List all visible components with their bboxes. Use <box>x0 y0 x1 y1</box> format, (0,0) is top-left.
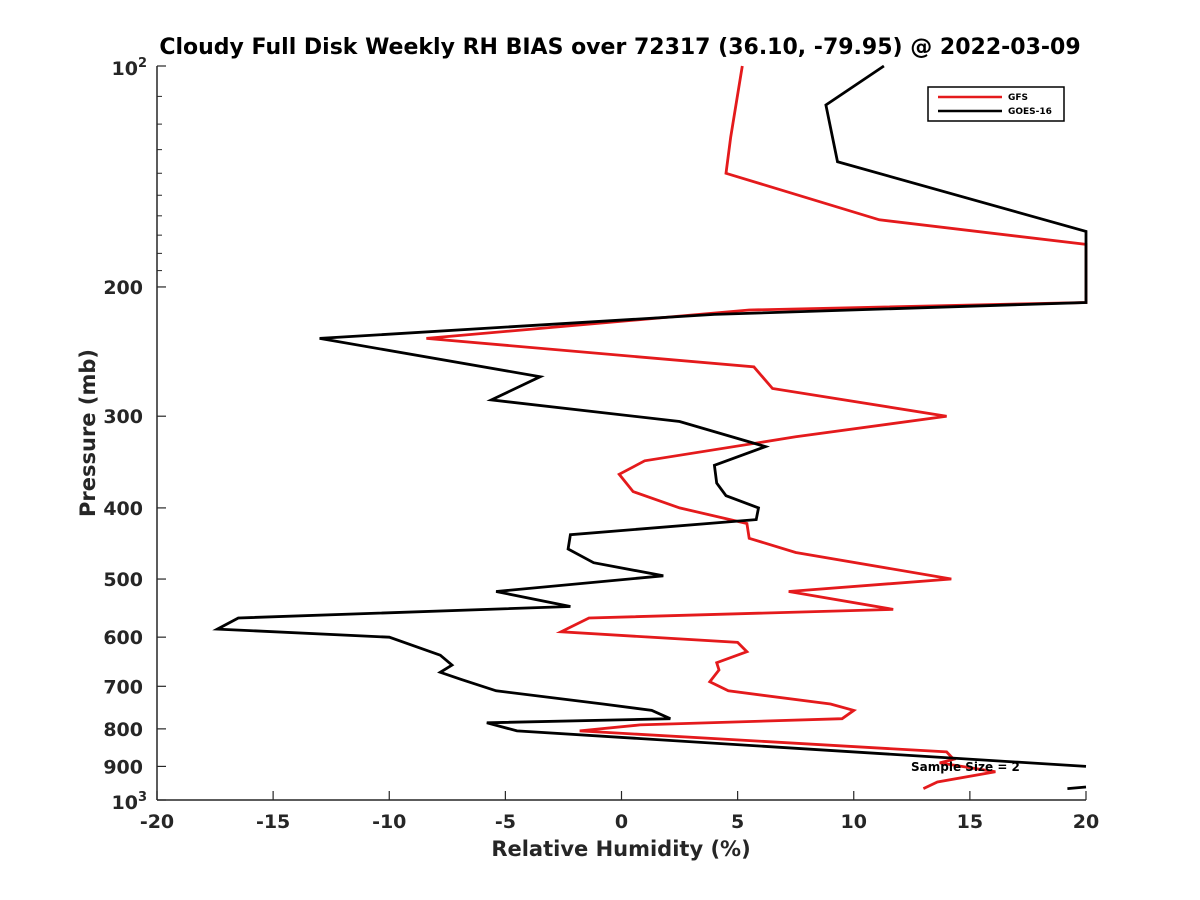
x-tick-label: 5 <box>731 811 744 833</box>
x-tick-label: -15 <box>256 811 290 833</box>
x-tick-label: -20 <box>140 811 174 833</box>
x-axis-title: Relative Humidity (%) <box>491 837 750 861</box>
y-tick-label: 102 <box>112 56 148 80</box>
legend-goes16-label: GOES-16 <box>1008 107 1052 117</box>
series-line-goes-16 <box>212 64 1088 768</box>
y-tick-label: 900 <box>103 756 143 778</box>
axes: -20 -15 -10 -5 0 5 10 15 20 102 200 300 400 500 600 700… <box>103 56 1099 833</box>
y-tick-label: 500 <box>103 569 143 591</box>
y-tick-label: 300 <box>103 406 143 428</box>
series-line-goes-16-tail <box>1067 785 1087 790</box>
legend-box <box>927 86 1065 122</box>
legend-gfs-label: GFS <box>1008 93 1028 103</box>
x-tick-label: 15 <box>957 811 983 833</box>
x-tick-label: 10 <box>841 811 867 833</box>
y-axis-title: Pressure (mb) <box>76 349 100 517</box>
y-tick-label: 800 <box>103 719 143 741</box>
y-tick-label: 200 <box>103 277 143 299</box>
y-tick-label: 700 <box>103 676 143 698</box>
legend: GFS GOES-16 <box>927 86 1065 122</box>
x-tick-label: -10 <box>372 811 406 833</box>
plot-lines <box>212 64 1088 790</box>
chart-title: Cloudy Full Disk Weekly RH BIAS over 723… <box>159 35 1080 60</box>
sample-size-annotation: Sample Size = 2 <box>911 760 1020 774</box>
y-tick-label: 103 <box>112 790 148 814</box>
x-tick-label: 20 <box>1073 811 1099 833</box>
x-tick-label: -5 <box>495 811 516 833</box>
series-line-gfs <box>426 65 1088 790</box>
y-tick-label: 600 <box>103 627 143 649</box>
x-tick-label: 0 <box>615 811 628 833</box>
y-tick-label: 400 <box>103 498 143 520</box>
